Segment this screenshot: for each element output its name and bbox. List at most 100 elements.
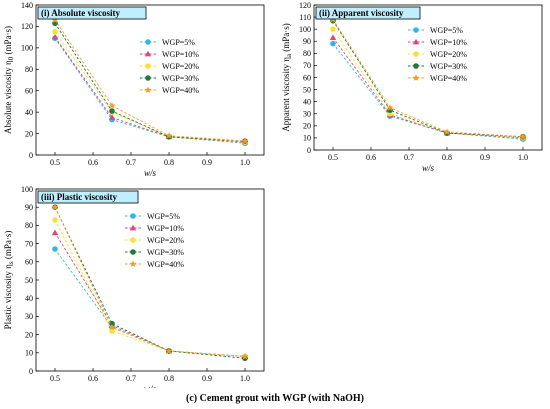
x-tick-label: 0.5: [50, 158, 60, 167]
y-tick-label: 70: [25, 239, 33, 248]
chart-svg: 0 10 20 30 40 50 60 70 80 90 100 110 120 0.5 0.6 0.7 0.8…: [281, 1, 543, 173]
x-tick-label: 0.6: [88, 158, 98, 167]
data-point: [108, 323, 116, 331]
panel-tag-text: (ii) Apparent viscosity: [319, 8, 404, 18]
panel-tag: (i) Absolute viscosity: [37, 6, 147, 20]
legend-label: WGP=20%: [162, 62, 199, 71]
data-point: [52, 28, 58, 35]
series-line: [332, 43, 524, 140]
figure-caption: (c) Cement grout with WGP (with NaOH): [186, 393, 364, 404]
series-line: [332, 28, 524, 139]
x-tick-label: 0.5: [328, 153, 338, 162]
series-line: [332, 19, 524, 138]
legend-label: WGP=10%: [430, 38, 467, 47]
y-tick-label: 40: [25, 108, 33, 117]
x-tick-label: 0.8: [164, 374, 174, 383]
data-point: [51, 203, 59, 211]
x-tick-label: 0.5: [50, 374, 60, 383]
panel-tag-text: (iii) Plastic viscosity: [41, 192, 117, 202]
legend-marker: [145, 63, 151, 69]
legend-label: WGP=30%: [147, 248, 184, 257]
legend-marker: [144, 50, 152, 57]
data-point: [108, 114, 116, 120]
panel-tag-box: [37, 6, 147, 20]
series-line: [54, 31, 246, 143]
series-line: [54, 207, 246, 359]
data-point: [330, 26, 336, 32]
y-tick-label: 80: [303, 49, 311, 58]
x-tick-label: 0.8: [442, 153, 452, 162]
data-point: [109, 320, 115, 327]
series-line: [332, 37, 524, 139]
y-tick-label: 40: [25, 294, 33, 303]
y-tick-label: 120: [21, 22, 33, 31]
y-tick-label: 100: [299, 25, 311, 34]
panel-tag: (iii) Plastic viscosity: [37, 190, 139, 204]
legend-marker: [129, 260, 137, 267]
y-tick-label: 60: [303, 73, 311, 82]
y-tick-label: 50: [303, 85, 311, 94]
y-tick-label: 140: [21, 1, 33, 10]
y-tick-label: 20: [25, 129, 33, 138]
legend-label: WGP=5%: [430, 26, 463, 35]
data-point: [241, 352, 249, 360]
y-tick-label: 80: [25, 65, 33, 74]
data-point: [51, 33, 59, 40]
data-point: [52, 246, 58, 252]
chart-plastic-viscosity: 0 10 20 30 40 50 60 70 80 90 100 0.5 0.6 0.7 0.8 0.9 1.0…: [0, 183, 275, 394]
x-tick-label: 1.0: [240, 374, 250, 383]
x-tick-label: 0.6: [88, 374, 98, 383]
x-tick-label: 0.7: [126, 158, 136, 167]
legend-marker: [413, 27, 419, 33]
x-tick-label: 0.6: [366, 153, 376, 162]
x-tick-label: 0.9: [480, 153, 490, 162]
legend-marker: [413, 51, 419, 57]
y-tick-label: 50: [25, 276, 33, 285]
legend: WGP=5% WGP=10% WGP=20% WGP=30% WGP=40%: [140, 38, 199, 95]
data-point: [443, 128, 451, 135]
x-tick-label: 0.7: [126, 374, 136, 383]
legend-marker: [130, 213, 136, 219]
legend-label: WGP=30%: [430, 62, 467, 71]
legend-label: WGP=5%: [147, 212, 180, 221]
data-point: [52, 217, 58, 223]
data-point: [241, 137, 249, 144]
y-tick-label: 0: [307, 146, 311, 155]
legend-marker: [412, 38, 420, 45]
y-tick-label: 0: [29, 151, 33, 160]
y-tick-label: 30: [303, 110, 311, 119]
legend-marker: [145, 39, 151, 45]
y-tick-label: 20: [303, 122, 311, 131]
data-point: [386, 104, 394, 111]
legend-label: WGP=20%: [430, 50, 467, 59]
data-point: [108, 102, 116, 109]
y-tick-label: 40: [303, 97, 311, 106]
data-point: [329, 34, 337, 41]
legend-marker: [130, 237, 136, 243]
chart-apparent-viscosity: 0 10 20 30 40 50 60 70 80 90 100 110 120 0.5 0.6 0.7 0.8…: [280, 0, 550, 180]
chart-svg: 0 20 40 60 80 100 120 140 0.5 0.6 0.7 0.8 0.9 1.0 w/s A…: [3, 1, 265, 178]
y-tick-label: 60: [25, 258, 33, 267]
y-tick-label: 20: [25, 330, 33, 339]
y-tick-label: 80: [25, 221, 33, 230]
legend-label: WGP=40%: [147, 260, 184, 269]
y-tick-label: 100: [21, 185, 33, 194]
x-tick-label: 0.8: [164, 158, 174, 167]
y-axis-label: Plastic viscosity ηs (mPa·s): [3, 231, 15, 330]
chart-svg: 0 10 20 30 40 50 60 70 80 90 100 0.5 0.6 0.7 0.8 0.9 1.0…: [3, 185, 265, 394]
y-tick-label: 10: [25, 349, 33, 358]
panel-tag-box: [37, 190, 139, 204]
data-point: [165, 132, 173, 139]
x-tick-label: 1.0: [518, 153, 528, 162]
y-tick-label: 100: [21, 44, 33, 53]
legend-label: WGP=10%: [147, 224, 184, 233]
y-axis-label: Absolute viscosity η0 (mPa·s): [3, 26, 15, 134]
series-line: [54, 232, 246, 357]
series-line: [332, 20, 524, 138]
legend-marker: [145, 75, 151, 81]
panel-tag-text: (i) Absolute viscosity: [41, 8, 121, 18]
y-tick-label: 90: [25, 203, 33, 212]
y-tick-label: 90: [303, 37, 311, 46]
y-tick-label: 110: [299, 13, 311, 22]
chart-absolute-viscosity: 0 20 40 60 80 100 120 140 0.5 0.6 0.7 0.8 0.9 1.0 w/s A…: [0, 0, 275, 180]
